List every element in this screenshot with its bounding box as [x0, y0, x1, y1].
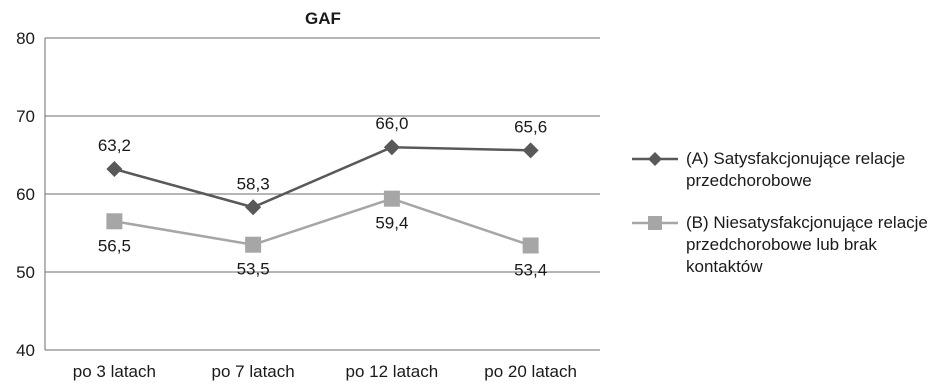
y-tick-label: 70 — [16, 107, 35, 126]
data-point-square — [245, 236, 262, 253]
data-point-diamond — [522, 142, 539, 159]
series-line — [114, 197, 532, 247]
series-line — [114, 145, 531, 209]
x-tick-label: po 7 latach — [212, 362, 295, 381]
data-point-diamond — [106, 161, 123, 178]
legend-label-b: (B) Niesatysfakcjonujące relacje przedch… — [686, 213, 928, 276]
y-tick-label: 50 — [16, 263, 35, 282]
data-label: 65,6 — [514, 117, 547, 136]
data-point-square — [383, 190, 400, 207]
y-tick-label: 80 — [16, 29, 35, 48]
legend-item-a: (A) Satysfakcjonujące relacje przedchoro… — [630, 148, 935, 192]
x-tick-label: po 3 latach — [73, 362, 156, 381]
data-label: 56,5 — [98, 236, 131, 255]
y-tick-label: 60 — [16, 185, 35, 204]
data-label: 59,4 — [375, 214, 408, 233]
legend-swatch-diamond-icon — [632, 152, 678, 166]
x-tick-label: po 20 latach — [484, 362, 577, 381]
y-tick-label: 40 — [16, 341, 35, 360]
data-label: 66,0 — [375, 114, 408, 133]
chart-title: GAF — [305, 9, 341, 28]
x-tick-label: po 12 latach — [346, 362, 439, 381]
data-point-diamond — [245, 199, 262, 216]
data-point-diamond — [383, 139, 400, 156]
legend-swatch-square-icon — [632, 216, 678, 230]
data-point-square — [522, 237, 539, 254]
legend: (A) Satysfakcjonujące relacje przedchoro… — [630, 148, 935, 298]
data-label: 58,3 — [237, 174, 270, 193]
legend-item-b: (B) Niesatysfakcjonujące relacje przedch… — [630, 212, 935, 278]
data-point-square — [106, 213, 123, 230]
data-label: 63,2 — [98, 136, 131, 155]
legend-label-a: (A) Satysfakcjonujące relacje przedchoro… — [686, 149, 906, 190]
data-label: 53,5 — [237, 260, 270, 279]
data-label: 53,4 — [514, 260, 547, 279]
